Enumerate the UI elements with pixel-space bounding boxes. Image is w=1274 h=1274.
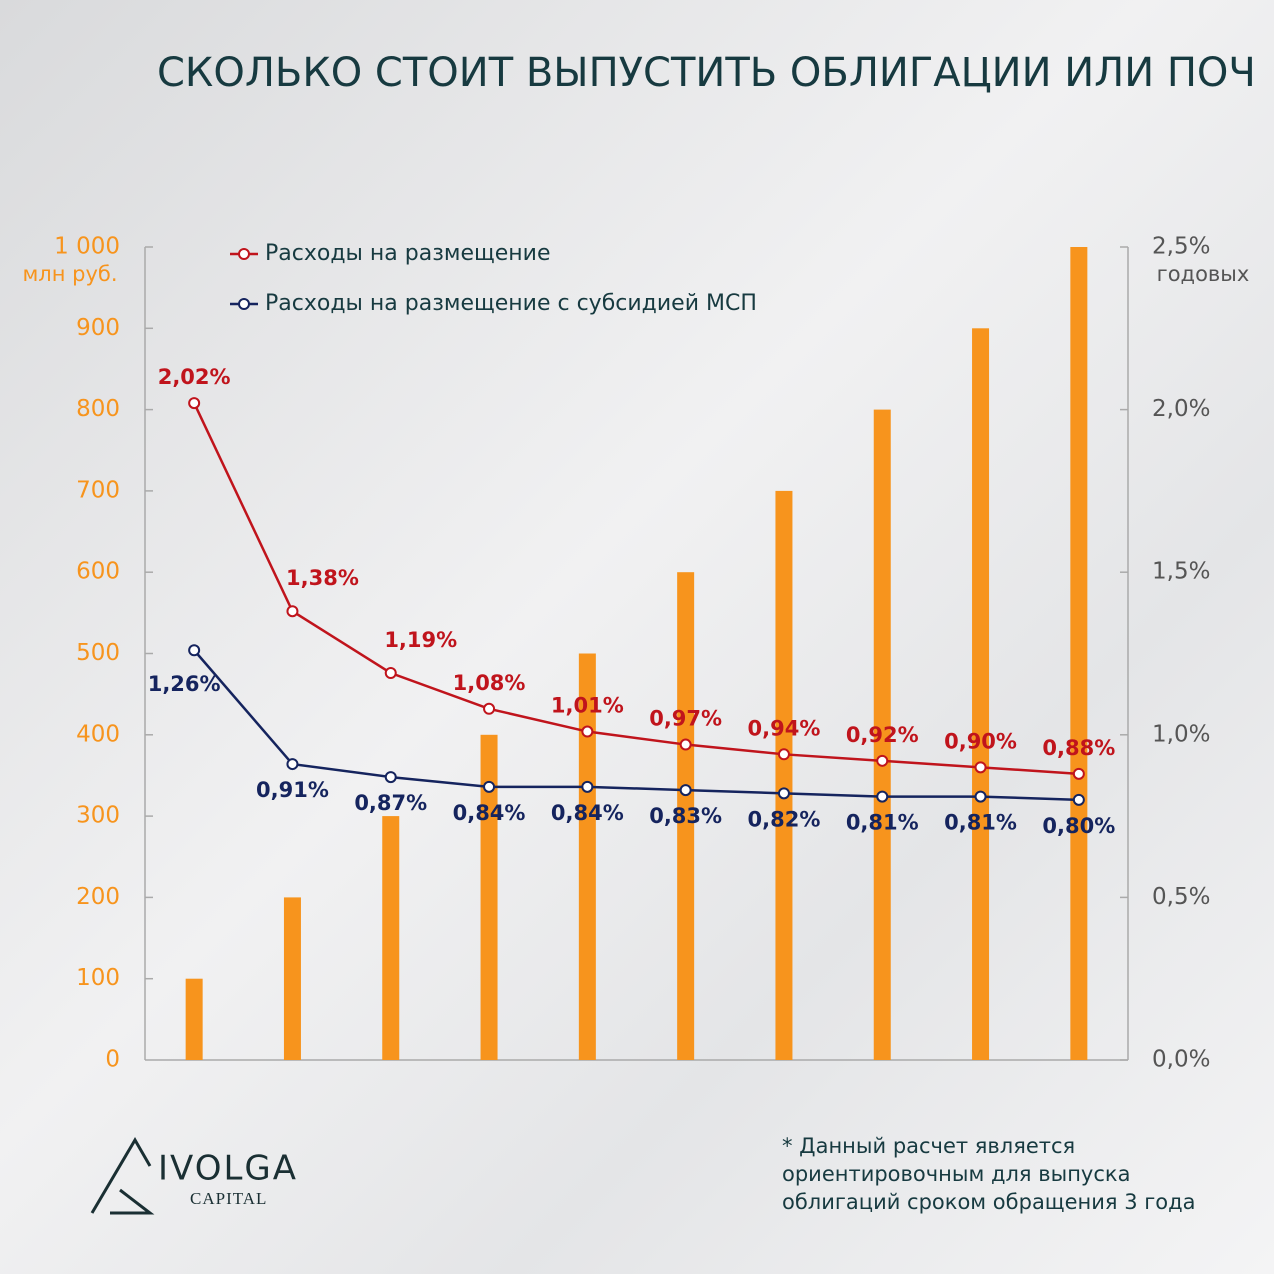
point <box>876 790 889 803</box>
y2-tick-label: 0,0% <box>1152 1047 1210 1073</box>
data-label: 0,94% <box>748 716 821 740</box>
data-label: 0,97% <box>649 707 722 731</box>
logo-name: IVOLGA <box>158 1149 298 1189</box>
y-tick-label: 900 <box>76 315 120 341</box>
data-label: 0,88% <box>1042 736 1115 760</box>
point <box>679 784 692 797</box>
bar <box>873 409 891 1061</box>
data-label: 1,08% <box>453 671 526 695</box>
point <box>581 780 594 793</box>
bar <box>1070 247 1088 1060</box>
y-tick-label: 800 <box>76 396 120 422</box>
bar <box>185 978 203 1060</box>
y-tick-label: 200 <box>76 884 120 910</box>
point <box>679 738 692 751</box>
bar <box>972 328 990 1060</box>
point <box>286 758 299 771</box>
footnote: облигаций сроком обращения 3 года <box>782 1190 1196 1214</box>
point <box>1072 793 1085 806</box>
bar <box>382 816 400 1060</box>
point <box>1072 767 1085 780</box>
line <box>193 649 1079 802</box>
point <box>483 780 496 793</box>
legend-marker <box>238 298 250 310</box>
point <box>188 397 201 410</box>
data-label: 0,81% <box>846 811 919 835</box>
y2-tick-label: 1,0% <box>1152 721 1210 747</box>
line <box>193 402 1079 776</box>
data-label: 1,26% <box>148 672 221 696</box>
bar <box>283 897 301 1060</box>
chart-title: СКОЛЬКО СТОИТ ВЫПУСТИТЬ ОБЛИГАЦИИ ИЛИ ПО… <box>157 50 1256 96</box>
data-label: 0,91% <box>256 778 329 802</box>
point <box>876 754 889 767</box>
bar <box>578 653 596 1060</box>
data-label: 1,38% <box>286 566 359 590</box>
y2-tick-label: 2,5% <box>1152 234 1210 260</box>
data-label: 1,01% <box>551 694 624 718</box>
data-label: 0,82% <box>748 807 821 831</box>
y2-tick-label: 2,0% <box>1152 396 1210 422</box>
y-tick-label: 100 <box>76 965 120 991</box>
point <box>384 771 397 784</box>
y-tick-label: 1 000 <box>54 234 120 260</box>
data-label: 0,84% <box>453 801 526 825</box>
y2-tick-label: 1,5% <box>1152 559 1210 585</box>
y-tick-label: 300 <box>76 803 120 829</box>
y2-tick-label: 0,5% <box>1152 884 1210 910</box>
point <box>974 790 987 803</box>
data-label: 0,90% <box>944 729 1017 753</box>
point <box>384 667 397 680</box>
y-unit: млн руб. <box>22 262 117 286</box>
data-label: 2,02% <box>158 365 231 389</box>
point <box>286 605 299 618</box>
bar <box>775 490 793 1060</box>
bar <box>480 734 498 1060</box>
data-label: 0,80% <box>1042 814 1115 838</box>
point <box>483 702 496 715</box>
bar <box>677 572 695 1060</box>
data-label: 0,81% <box>944 811 1017 835</box>
logo-sub: CAPITAL <box>190 1189 267 1208</box>
point <box>777 748 790 761</box>
data-label: 0,92% <box>846 723 919 747</box>
point <box>777 787 790 800</box>
data-label: 0,87% <box>354 791 427 815</box>
data-label: 1,19% <box>384 628 457 652</box>
data-label: 0,83% <box>649 804 722 828</box>
y-tick-label: 700 <box>76 477 120 503</box>
point <box>974 761 987 774</box>
legend-label: Расходы на размещение <box>265 241 551 266</box>
footnote: ориентировочным для выпуска <box>782 1162 1130 1186</box>
y2-unit: годовых <box>1157 262 1250 286</box>
legend-label: Расходы на размещение с субсидией МСП <box>265 291 757 316</box>
legend-marker <box>238 248 250 260</box>
logo: IVOLGA CAPITAL <box>90 1137 298 1215</box>
footnote: * Данный расчет является <box>782 1134 1075 1158</box>
point <box>581 725 594 738</box>
data-label: 0,84% <box>551 801 624 825</box>
point <box>188 644 201 657</box>
y-tick-label: 400 <box>76 721 120 747</box>
y-tick-label: 500 <box>76 640 120 666</box>
y-tick-label: 600 <box>76 559 120 585</box>
y-tick-label: 0 <box>105 1047 120 1073</box>
